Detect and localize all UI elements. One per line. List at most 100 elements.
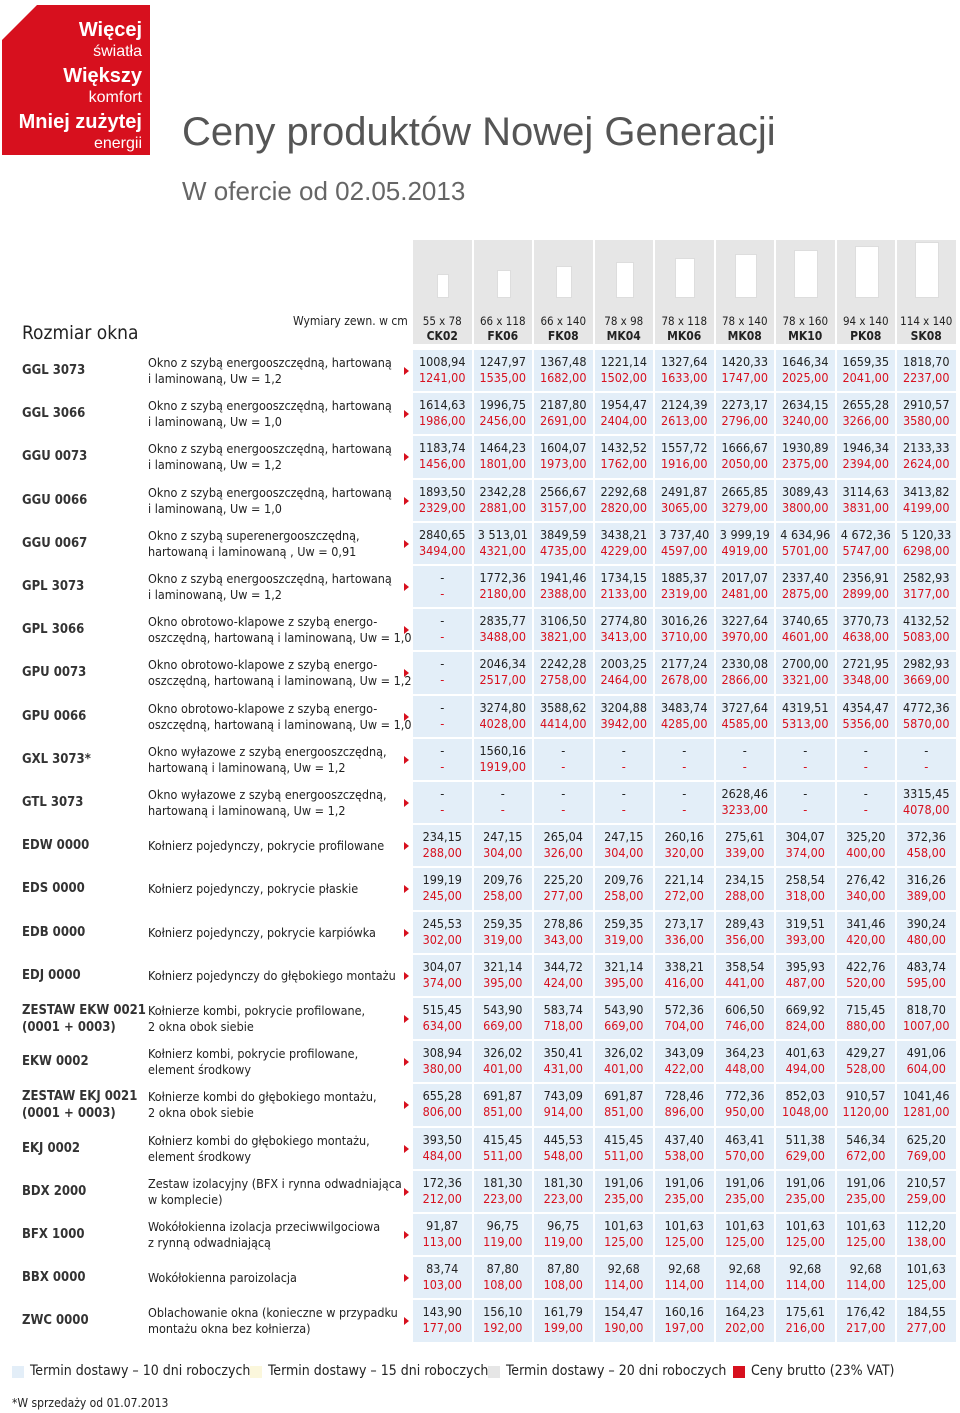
column-dims: 66 x 118 [479, 314, 526, 328]
price-cell: 2242,28 2758,00 [534, 652, 593, 694]
net-price: 87,80 [486, 1261, 519, 1277]
price-cell: -- [594, 738, 653, 780]
gross-price: 570,00 [725, 1147, 765, 1163]
net-price: 3727,64 [721, 699, 769, 715]
gross-price: 2394,00 [842, 456, 890, 472]
net-price: 343,09 [664, 1045, 704, 1061]
net-price: 2046,34 [479, 656, 527, 672]
gross-price: 125,00 [604, 1234, 644, 1249]
marker [404, 367, 409, 375]
net-price: 606,50 [725, 1002, 765, 1017]
net-price: 1560,16 [479, 742, 527, 758]
gross-price: 319,00 [483, 931, 523, 947]
gross-price: - [440, 802, 445, 817]
row-desc: Okno z szybą superenergooszczędną, hartow… [148, 528, 360, 560]
net-price: 393,50 [422, 1131, 462, 1147]
code-line: EKW 0002 [22, 1054, 89, 1070]
gross-price: 2881,00 [479, 499, 527, 515]
size-label: Rozmiar okna [22, 322, 139, 344]
net-price: - [440, 613, 445, 629]
row-code: EDJ 0000 [22, 967, 81, 984]
code-line: BFX 1000 [22, 1227, 85, 1242]
price-cell: -- [413, 695, 472, 737]
net-price: 112,20 [906, 1218, 946, 1233]
gross-price: 318,00 [785, 888, 825, 904]
net-price: 3016,26 [661, 613, 708, 629]
net-price: - [500, 786, 505, 801]
net-price: 3204,88 [600, 699, 648, 715]
price-cell: -- [655, 782, 714, 824]
column-header: 94 x 140 PK08 [836, 240, 895, 344]
gross-price: 2050,00 [721, 456, 769, 472]
window-icon [915, 242, 940, 298]
desc-line: i laminowaną, Uw = 1,0 [148, 414, 282, 430]
code-line: ZESTAW EKW 0021 [22, 1003, 146, 1018]
marker [404, 928, 409, 937]
marker [404, 1231, 409, 1239]
net-price: 209,76 [483, 872, 523, 888]
price-cell: 1367,48 1682,00 [534, 350, 593, 392]
net-price: 4132,52 [903, 613, 950, 629]
price-cell: 2046,34 2517,00 [473, 652, 532, 694]
desc-line: Okno obrotowo-klapowe z szybą energo- [148, 614, 378, 630]
price-cell: 225,20 277,00 [534, 868, 593, 910]
desc-line: Zestaw izolacyjny (BFX i rynna odwadniaj… [148, 1175, 402, 1191]
gross-price: 2133,00 [600, 586, 648, 601]
row-bg [12, 825, 410, 867]
gross-price: 458,00 [906, 845, 946, 861]
net-price: 1818,70 [903, 354, 950, 369]
desc-line: oszczędną, hartowaną i laminowaną, Uw = … [148, 630, 412, 646]
price-cell: 289,43 356,00 [715, 911, 774, 953]
marker [404, 539, 409, 548]
row-bg [12, 566, 410, 608]
gross-price: 125,00 [906, 1277, 946, 1293]
gross-price: 177,00 [422, 1320, 462, 1336]
net-price: 2356,91 [842, 570, 890, 585]
gross-price: 629,00 [785, 1147, 825, 1163]
title: Ceny produktów Nowej Generacji [182, 110, 776, 154]
desc-line: Okno z szybą energooszczędną, hartowaną [148, 571, 392, 586]
desc-line: Okno wyłazowe z szybą energooszczędną, [148, 743, 387, 759]
row-bg [12, 911, 410, 954]
price-cell: 1893,50 2329,00 [413, 479, 472, 521]
price-cell: 172,36 212,00 [413, 1170, 472, 1212]
desc-line: Okno z szybą superenergooszczędną, [148, 527, 360, 543]
price-cell: 2330,08 2866,00 [715, 652, 774, 694]
gross-price: 119,00 [483, 1234, 523, 1249]
gross-price: 1801,00 [479, 456, 527, 472]
gross-price: 393,00 [785, 931, 825, 947]
gross-price: 5747,00 [842, 542, 890, 558]
row-code: GXL 3073* [22, 751, 91, 768]
column-header: 55 x 78 CK02 [413, 240, 472, 344]
net-price: 191,06 [664, 1174, 704, 1190]
desc-line: Okno obrotowo-klapowe z szybą energo- [148, 657, 378, 673]
gross-price: 4229,00 [600, 542, 648, 558]
net-price: 245,53 [422, 915, 462, 931]
gross-price: 277,00 [543, 888, 583, 904]
net-price: - [803, 742, 808, 758]
gross-price: 389,00 [906, 888, 946, 904]
desc-line: Kołnierz pojedynczy, pokrycie płaskie [148, 881, 359, 897]
gross-price: 223,00 [543, 1190, 583, 1206]
net-price: 101,63 [846, 1218, 886, 1233]
net-price: 401,63 [785, 1045, 825, 1061]
net-price: 4 634,96 [780, 526, 831, 542]
price-cell: 395,93 487,00 [776, 954, 835, 996]
price-cell: 92,68 114,00 [715, 1257, 774, 1299]
row-code: EDS 0000 [22, 880, 85, 897]
net-price: 1557,72 [661, 440, 708, 456]
code-line: GPL 3066 [22, 622, 85, 638]
gross-price: 3580,00 [903, 413, 950, 429]
gross-price: 326,00 [543, 845, 583, 861]
net-price: 772,36 [725, 1088, 765, 1104]
price-cell: 234,15 288,00 [413, 825, 472, 867]
net-price: 2655,28 [842, 397, 890, 413]
price-cell: 101,63 125,00 [594, 1214, 653, 1256]
gross-price: 1456,00 [419, 456, 466, 472]
desc-line: Kołnierz pojedynczy, pokrycie karpiówka [148, 924, 376, 940]
price-cell: 606,50 746,00 [715, 998, 774, 1040]
net-price: 101,63 [604, 1218, 644, 1233]
price-cell: -- [413, 738, 472, 780]
gross-price: 1747,00 [721, 370, 769, 385]
price-cell: 364,23 448,00 [715, 1041, 774, 1083]
